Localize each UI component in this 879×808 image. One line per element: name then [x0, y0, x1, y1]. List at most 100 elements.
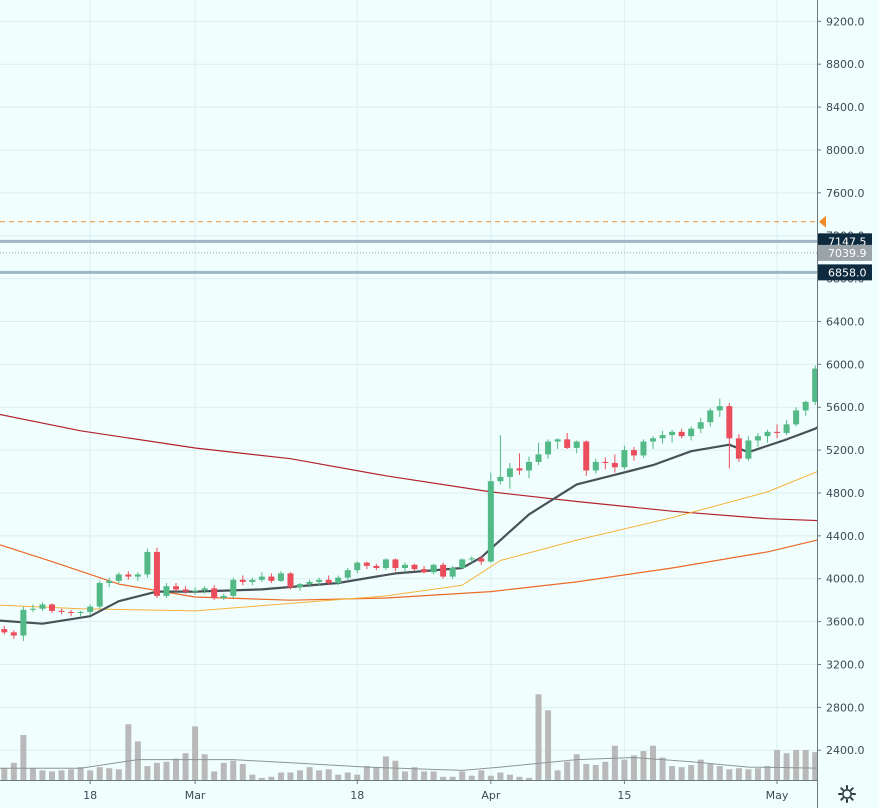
volume-bar — [449, 776, 456, 780]
candle — [249, 577, 256, 586]
candle — [487, 472, 494, 563]
volume-bar — [363, 766, 370, 780]
candle — [382, 558, 389, 571]
candle-body — [211, 588, 218, 599]
candle — [230, 577, 237, 599]
candle-body — [716, 406, 723, 411]
candle — [144, 548, 151, 578]
volume-bar — [316, 770, 323, 780]
candle — [611, 454, 618, 473]
candle — [735, 434, 742, 462]
candle — [583, 440, 590, 476]
volume-bar — [516, 776, 523, 780]
candle-body — [650, 438, 657, 442]
candle-body — [239, 579, 246, 582]
volume-bar — [421, 771, 428, 780]
candle-body — [764, 431, 771, 437]
candle-body — [144, 551, 151, 575]
time-tick-label: 18 — [83, 789, 97, 802]
volume-bar — [58, 770, 65, 780]
candle — [421, 565, 428, 574]
candle-body — [77, 611, 84, 614]
candle — [96, 580, 103, 609]
price-tick-label: 7600.0 — [826, 187, 865, 200]
candle-body — [354, 562, 361, 571]
candle — [526, 456, 532, 478]
volume-bar — [487, 775, 494, 780]
candle — [163, 583, 170, 599]
candle — [449, 565, 456, 579]
candle-body — [325, 579, 332, 584]
candle-body — [20, 609, 27, 636]
volume-bar — [249, 774, 256, 780]
volume-bar — [239, 763, 246, 780]
candle-body — [516, 468, 523, 471]
candle-body — [630, 450, 637, 456]
candle — [497, 435, 504, 485]
price-tick-label: 8000.0 — [826, 144, 865, 157]
candle-body — [745, 440, 752, 459]
volume-bar — [621, 759, 628, 780]
price-tick-label: 4800.0 — [826, 487, 865, 500]
candle-body — [201, 588, 208, 591]
candle-body — [287, 573, 294, 588]
candle-body — [363, 562, 370, 566]
candle-body — [10, 632, 17, 636]
time-tick-label: May — [766, 789, 789, 802]
candle — [478, 556, 485, 565]
volume-bar — [716, 766, 723, 780]
candle-body — [153, 551, 160, 596]
candle-body — [230, 579, 237, 596]
candle-body — [1, 629, 8, 633]
candle — [707, 408, 714, 427]
price-tick-label: 6000.0 — [826, 358, 865, 371]
volume-bar — [564, 761, 571, 780]
moving-average-line — [0, 357, 879, 625]
candle — [268, 573, 275, 584]
candle — [182, 586, 189, 594]
candle-body — [316, 579, 323, 582]
candle-body — [535, 454, 542, 462]
moving-average-line — [0, 515, 879, 601]
candle-body — [545, 441, 552, 455]
volume-bar — [211, 771, 218, 780]
candle-body — [497, 476, 504, 482]
candle-body — [573, 441, 580, 448]
candle-body — [430, 564, 437, 573]
volume-bar — [611, 745, 618, 780]
grid — [0, 0, 817, 780]
candle — [29, 604, 36, 612]
volume-bar — [392, 760, 399, 780]
price-tick-label: 4000.0 — [826, 573, 865, 586]
candle — [430, 563, 437, 575]
volume-bar — [602, 761, 609, 780]
volume-bar — [373, 767, 380, 780]
gear-icon[interactable] — [838, 785, 856, 803]
volume-bars — [1, 694, 879, 780]
candle — [297, 583, 304, 591]
candle-body — [344, 570, 351, 578]
candle — [153, 547, 160, 599]
candle — [316, 577, 323, 586]
volume-bar — [268, 776, 275, 780]
candle — [20, 606, 27, 641]
candle — [325, 575, 332, 586]
candle — [411, 563, 418, 572]
candle — [134, 572, 141, 581]
volume-bar — [478, 770, 485, 780]
candle-body — [277, 573, 284, 581]
volume-bar — [220, 762, 227, 780]
candle-body — [478, 558, 485, 562]
volume-bar — [678, 767, 685, 780]
volume-bar — [354, 774, 361, 780]
price-tick-label: 8400.0 — [826, 101, 865, 114]
volume-bar — [10, 762, 17, 780]
candle-body — [697, 422, 704, 429]
candle — [192, 587, 199, 595]
volume-bar — [783, 753, 790, 780]
volume-bar — [335, 774, 342, 780]
candle-body — [182, 589, 189, 592]
candle-body — [793, 410, 800, 425]
